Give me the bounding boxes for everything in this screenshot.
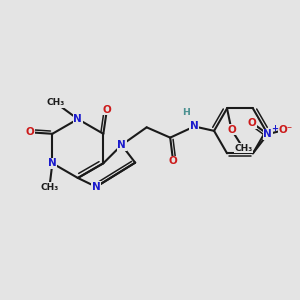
- Text: O⁻: O⁻: [278, 125, 292, 135]
- Text: N: N: [92, 182, 100, 192]
- Text: N: N: [263, 129, 272, 139]
- Text: CH₃: CH₃: [47, 98, 65, 107]
- Text: H: H: [182, 108, 190, 117]
- Text: O: O: [169, 156, 178, 166]
- Text: CH₃: CH₃: [234, 144, 252, 153]
- Text: N: N: [190, 122, 199, 131]
- Text: CH₃: CH₃: [40, 183, 58, 192]
- Text: N: N: [74, 114, 82, 124]
- Text: O: O: [26, 127, 35, 137]
- Text: N: N: [117, 140, 126, 150]
- Text: O: O: [227, 124, 236, 135]
- Text: O: O: [248, 118, 257, 128]
- Text: N: N: [48, 158, 57, 168]
- Text: +: +: [272, 124, 278, 134]
- Text: O: O: [103, 105, 111, 115]
